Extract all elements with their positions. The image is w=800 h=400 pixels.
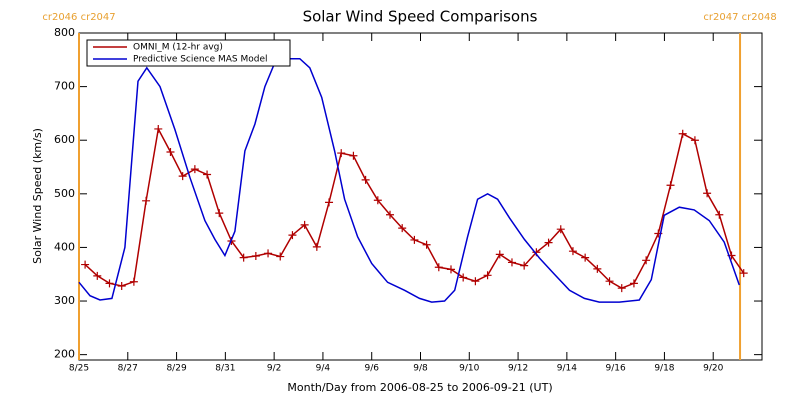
data-marker xyxy=(556,225,565,234)
series-line xyxy=(78,57,741,303)
y-tick-label: 600 xyxy=(54,133,75,146)
data-marker xyxy=(81,260,90,269)
data-marker xyxy=(434,263,443,272)
x-tick-label: 8/25 xyxy=(69,364,89,374)
data-marker xyxy=(605,277,614,286)
data-marker xyxy=(422,240,431,249)
x-tick-label: 9/10 xyxy=(459,364,479,374)
data-marker xyxy=(410,235,419,244)
data-marker xyxy=(629,279,638,288)
x-tick-label: 9/16 xyxy=(606,364,626,374)
data-marker xyxy=(666,181,675,190)
x-tick-label: 9/20 xyxy=(703,364,723,374)
data-marker xyxy=(690,136,699,145)
data-marker xyxy=(337,149,346,158)
data-marker xyxy=(300,220,309,229)
data-marker xyxy=(459,273,468,282)
data-marker xyxy=(373,196,382,205)
data-marker xyxy=(129,277,138,286)
data-marker xyxy=(166,148,175,157)
x-tick-label: 8/27 xyxy=(118,364,138,374)
chart-title: Solar Wind Speed Comparisons xyxy=(303,8,538,26)
data-marker xyxy=(520,261,529,270)
data-marker xyxy=(312,242,321,251)
carrington-label: cr2046 cr2047 xyxy=(42,12,115,23)
y-tick-label: 200 xyxy=(54,348,75,361)
y-tick-label: 700 xyxy=(54,80,75,93)
x-tick-label: 8/29 xyxy=(166,364,186,374)
x-tick-label: 9/12 xyxy=(508,364,528,374)
y-tick-label: 800 xyxy=(54,26,75,39)
data-marker xyxy=(678,129,687,138)
data-marker xyxy=(117,282,126,291)
y-tick-label: 500 xyxy=(54,187,75,200)
data-marker xyxy=(264,249,273,258)
data-marker xyxy=(215,209,224,218)
data-marker xyxy=(386,210,395,219)
data-marker xyxy=(203,170,212,179)
data-marker xyxy=(142,196,151,205)
x-tick-label: 9/8 xyxy=(413,364,428,374)
data-marker xyxy=(544,238,553,247)
x-tick-label: 9/2 xyxy=(267,364,281,374)
x-tick-label: 9/4 xyxy=(316,364,331,374)
data-marker xyxy=(507,258,516,267)
data-marker xyxy=(105,279,114,288)
data-marker xyxy=(276,252,285,261)
data-marker xyxy=(154,124,163,133)
data-marker xyxy=(593,264,602,273)
data-marker xyxy=(471,277,480,286)
legend-box xyxy=(86,39,291,67)
data-marker xyxy=(581,253,590,262)
y-tick-label: 400 xyxy=(54,240,75,253)
data-marker xyxy=(93,271,102,280)
x-axis-label: Month/Day from 2006-08-25 to 2006-09-21 … xyxy=(287,381,552,394)
data-marker xyxy=(715,210,724,219)
x-tick-label: 8/31 xyxy=(215,364,235,374)
data-marker xyxy=(178,172,187,181)
data-marker xyxy=(739,269,748,278)
data-marker xyxy=(288,231,297,240)
data-marker xyxy=(325,198,334,207)
data-marker xyxy=(361,175,370,184)
data-marker xyxy=(251,252,260,261)
data-marker xyxy=(446,265,455,274)
y-axis-label: Solar Wind Speed (km/s) xyxy=(31,128,44,264)
data-marker xyxy=(642,256,651,265)
legend-label: Predictive Science MAS Model xyxy=(133,55,268,65)
data-marker xyxy=(617,284,626,293)
y-tick-label: 300 xyxy=(54,294,75,307)
data-marker xyxy=(483,271,492,280)
data-marker xyxy=(349,151,358,160)
data-marker xyxy=(568,247,577,256)
data-marker xyxy=(398,224,407,233)
x-tick-label: 9/6 xyxy=(364,364,379,374)
data-marker xyxy=(703,189,712,198)
data-marker xyxy=(239,253,248,262)
carrington-label: cr2047 cr2048 xyxy=(703,12,776,23)
legend-label: OMNI_M (12-hr avg) xyxy=(133,43,223,53)
data-marker xyxy=(190,165,199,174)
x-tick-label: 9/14 xyxy=(557,364,577,374)
data-marker xyxy=(495,250,504,259)
x-tick-label: 9/18 xyxy=(654,364,674,374)
